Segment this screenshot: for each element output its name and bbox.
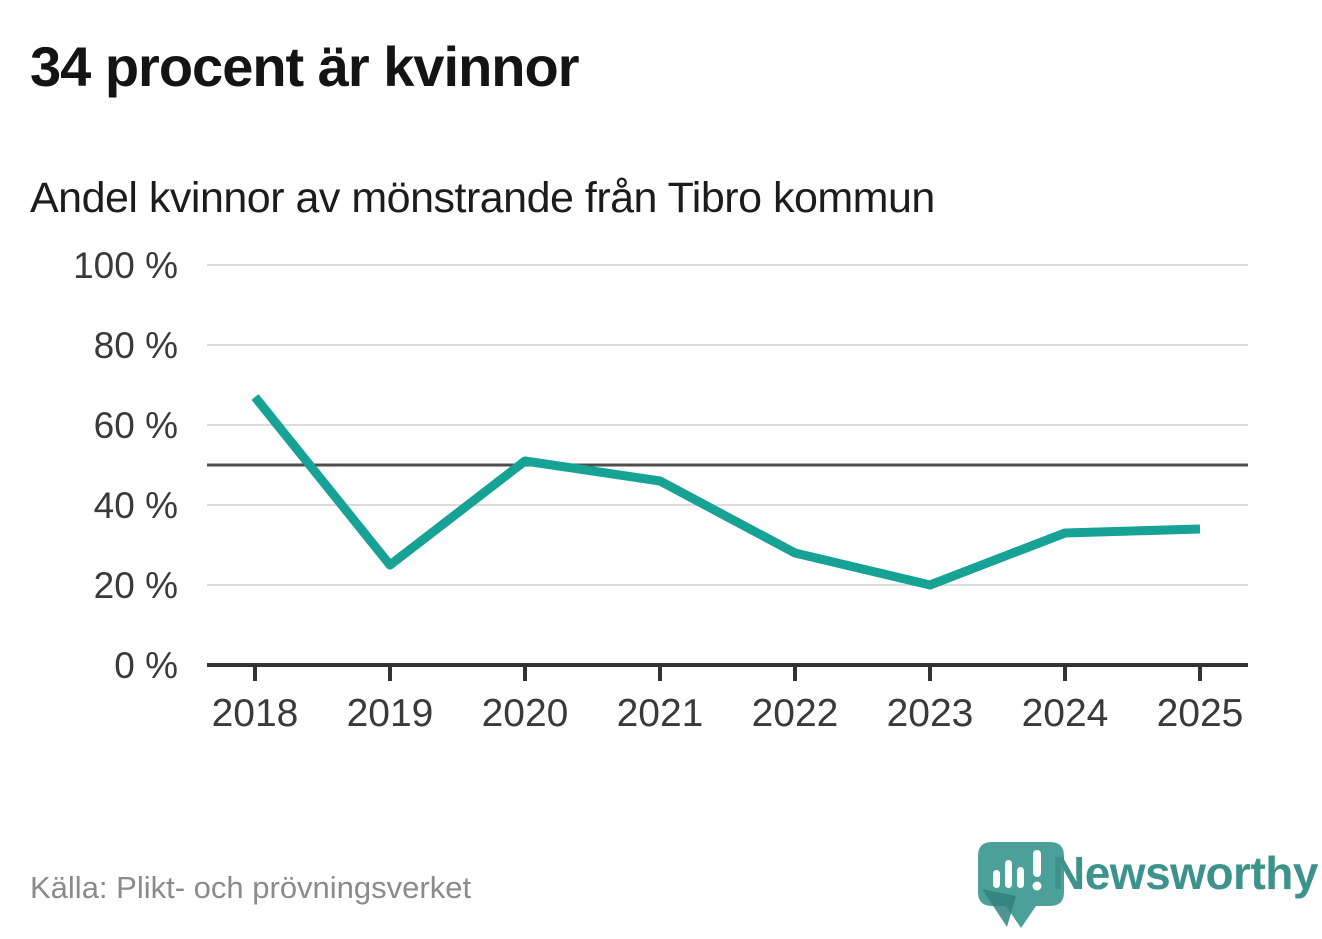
x-tick-label: 2021 [617,692,704,735]
source-note: Källa: Plikt- och prövningsverket [30,870,472,905]
x-tick-label: 2019 [347,692,434,735]
x-tick-label: 2024 [1022,692,1109,735]
x-tick-label: 2023 [887,692,974,735]
newsworthy-logo-icon [978,842,1064,928]
brand-logo: Newsworthy [976,838,1318,934]
x-tick-label: 2025 [1157,692,1244,735]
y-tick-label: 80 % [94,325,178,366]
x-tick-label: 2020 [482,692,569,735]
y-tick-label: 60 % [94,405,178,446]
y-tick-label: 20 % [94,565,178,606]
x-tick-label: 2018 [212,692,299,735]
y-tick-label: 0 % [114,645,178,686]
y-tick-label: 40 % [94,485,178,526]
y-tick-label: 100 % [73,245,178,286]
data-line [251,394,1201,590]
chart-title: 34 procent är kvinnor [30,35,580,98]
brand-name: Newsworthy [1052,847,1318,899]
x-tick-label: 2022 [752,692,839,735]
chart-subtitle: Andel kvinnor av mönstrande från Tibro k… [30,174,935,222]
